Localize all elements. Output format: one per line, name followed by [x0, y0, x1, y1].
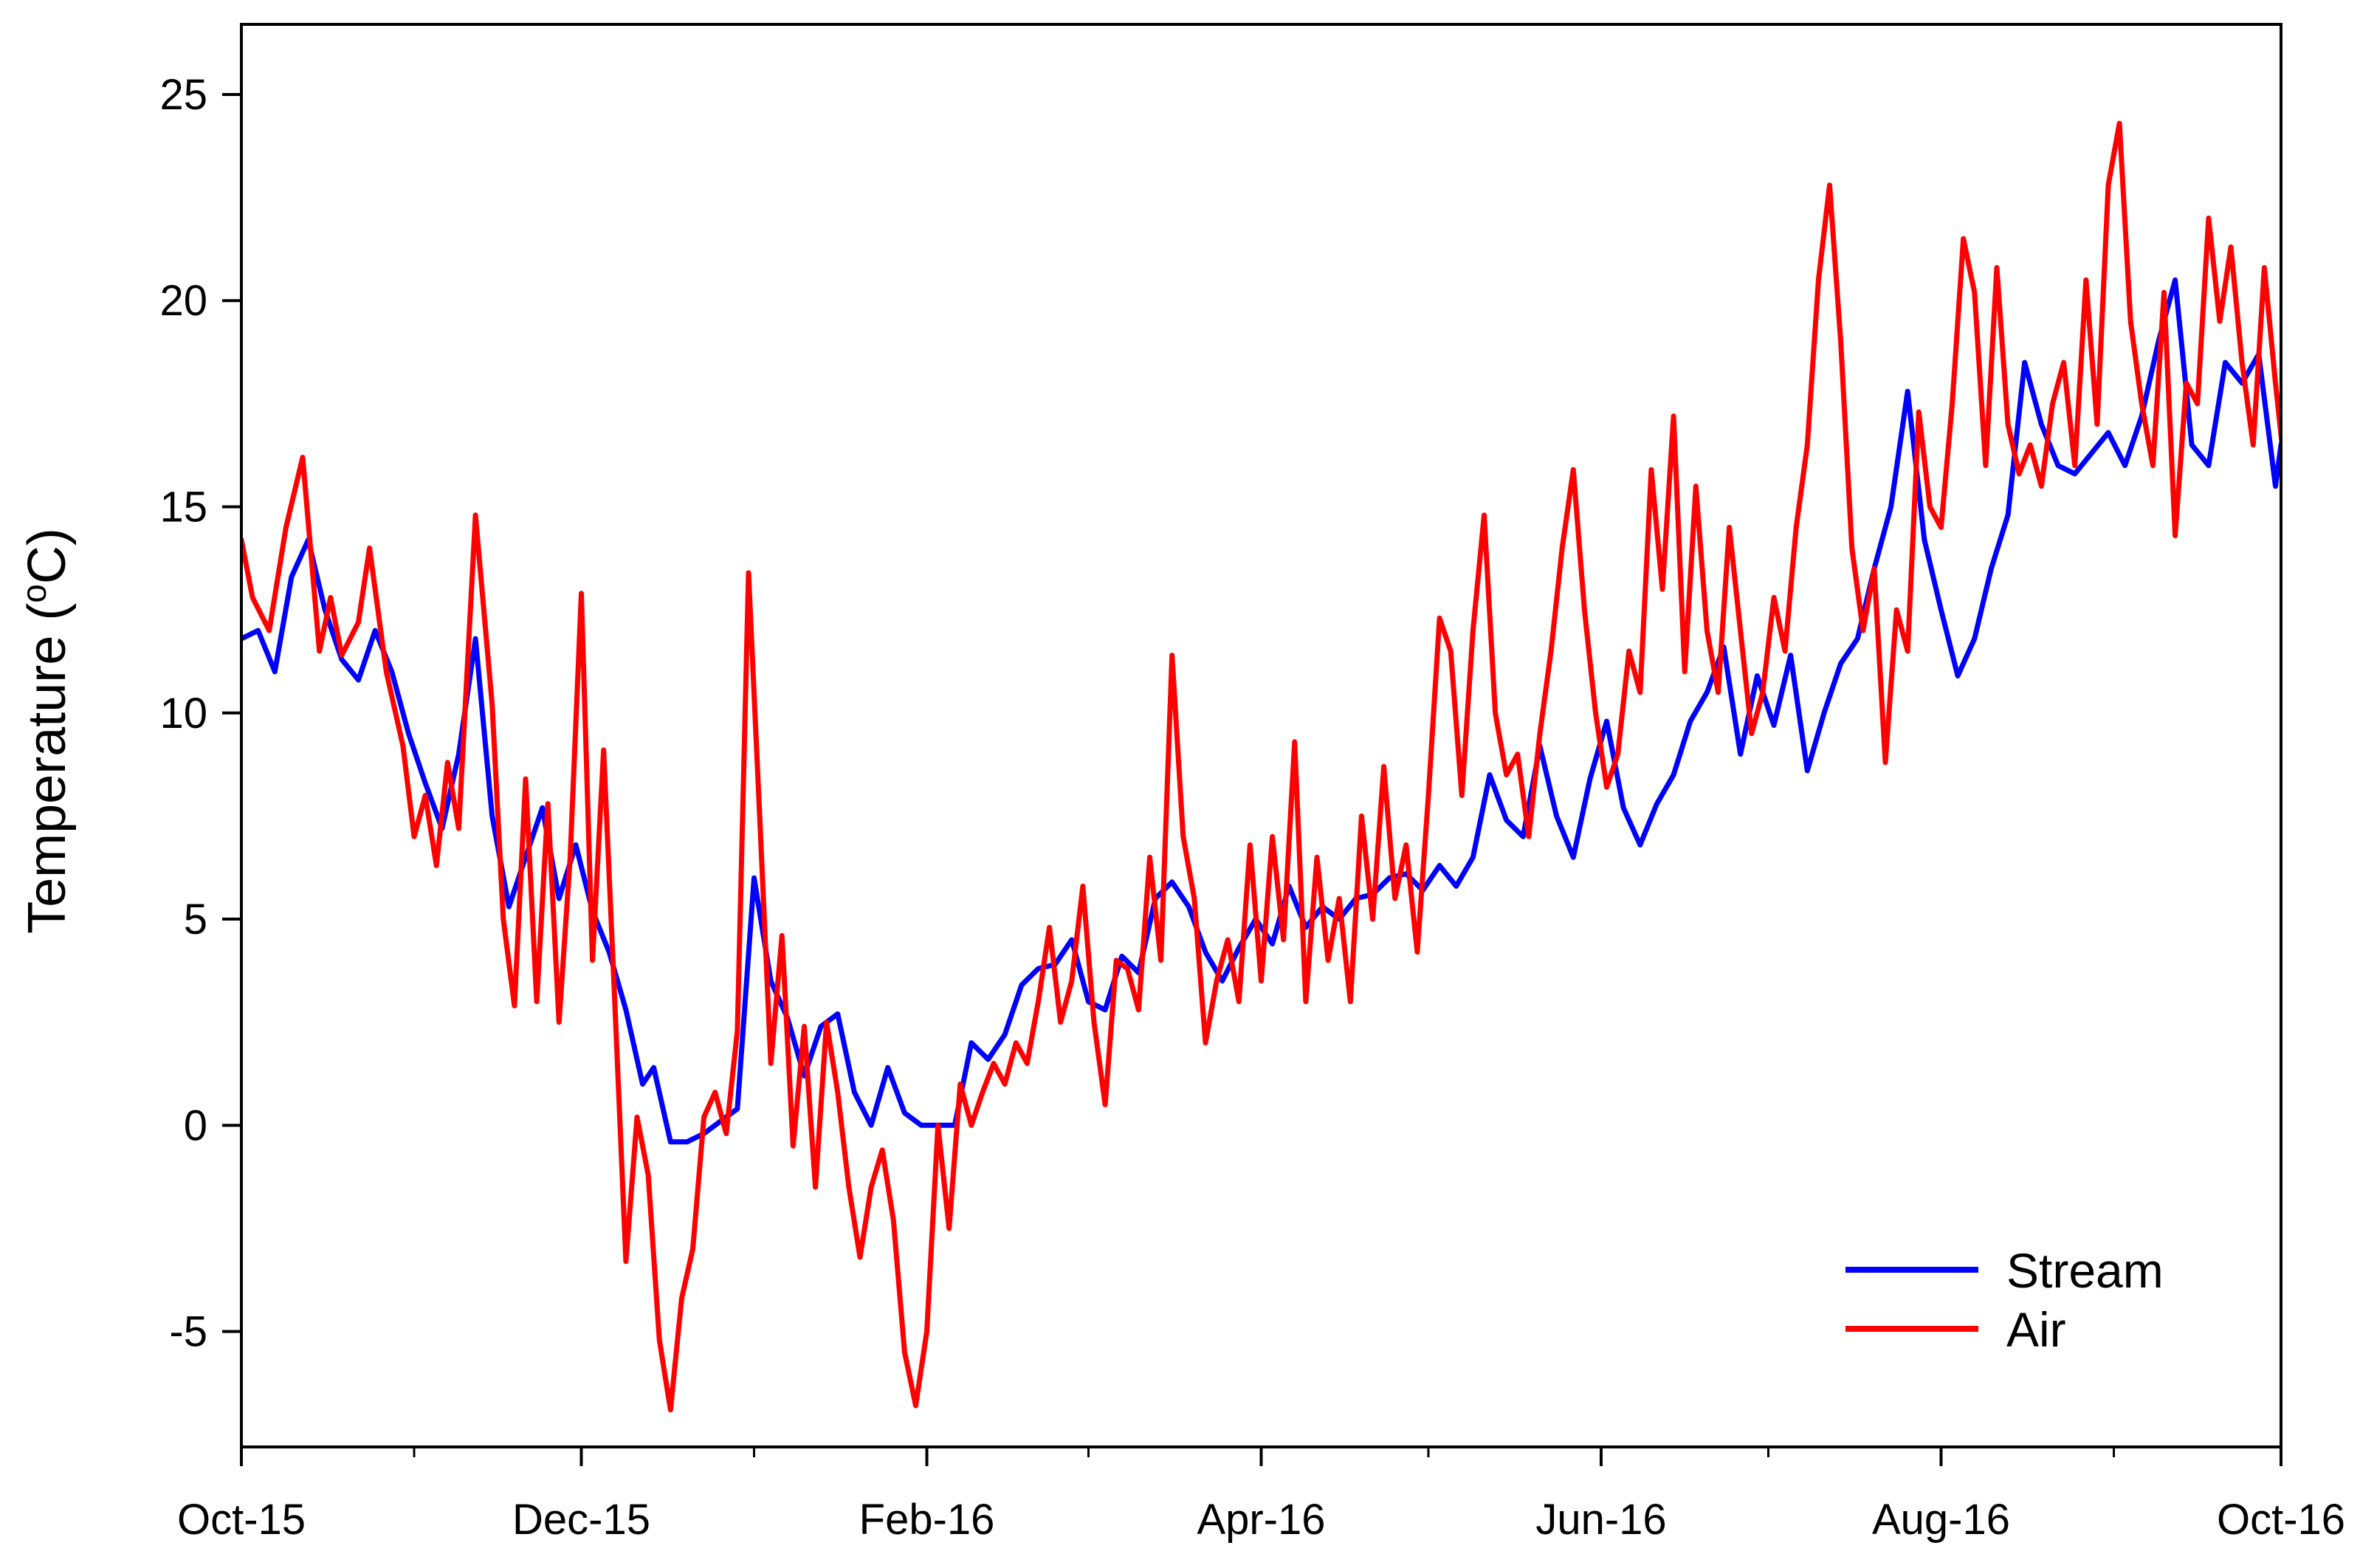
y-tick-label: 20	[159, 277, 207, 325]
y-axis-title-degree: o	[15, 584, 53, 603]
plot-frame	[240, 23, 2282, 1448]
legend-label-air: Air	[2006, 1302, 2066, 1357]
y-tick-label: 25	[159, 71, 207, 119]
y-axis-title-suffix: C)	[18, 528, 77, 584]
y-tick-label: 5	[184, 895, 207, 943]
y-axis-title: Temperature (oC)	[15, 528, 77, 934]
series-layer	[241, 120, 2281, 1413]
series-line-air	[241, 120, 2281, 1413]
x-tick-label: Aug-16	[1872, 1496, 2010, 1544]
svg-text:Temperature (oC): Temperature (oC)	[15, 528, 77, 934]
legend-label-stream: Stream	[2006, 1243, 2164, 1298]
x-tick-label: Apr-16	[1197, 1496, 1325, 1544]
y-tick-label: 15	[159, 484, 207, 532]
x-tick-label: Feb-16	[859, 1496, 995, 1544]
axes-layer: -5 0 5 10 15 20 25 Oct-15 Dec-15 Feb-16 Apr-16 Jun-…	[159, 23, 2345, 1544]
y-tick-label: 10	[159, 690, 207, 737]
y-axis-title-prefix: Temperature (	[18, 603, 77, 934]
x-tick-label: Oct-15	[177, 1496, 306, 1544]
y-tick-label: -5	[169, 1308, 207, 1356]
y-tick-label: 0	[184, 1101, 207, 1149]
x-tick-label: Oct-16	[2217, 1496, 2345, 1544]
x-tick-label: Dec-15	[512, 1496, 650, 1544]
x-tick-label: Jun-16	[1535, 1496, 1666, 1544]
